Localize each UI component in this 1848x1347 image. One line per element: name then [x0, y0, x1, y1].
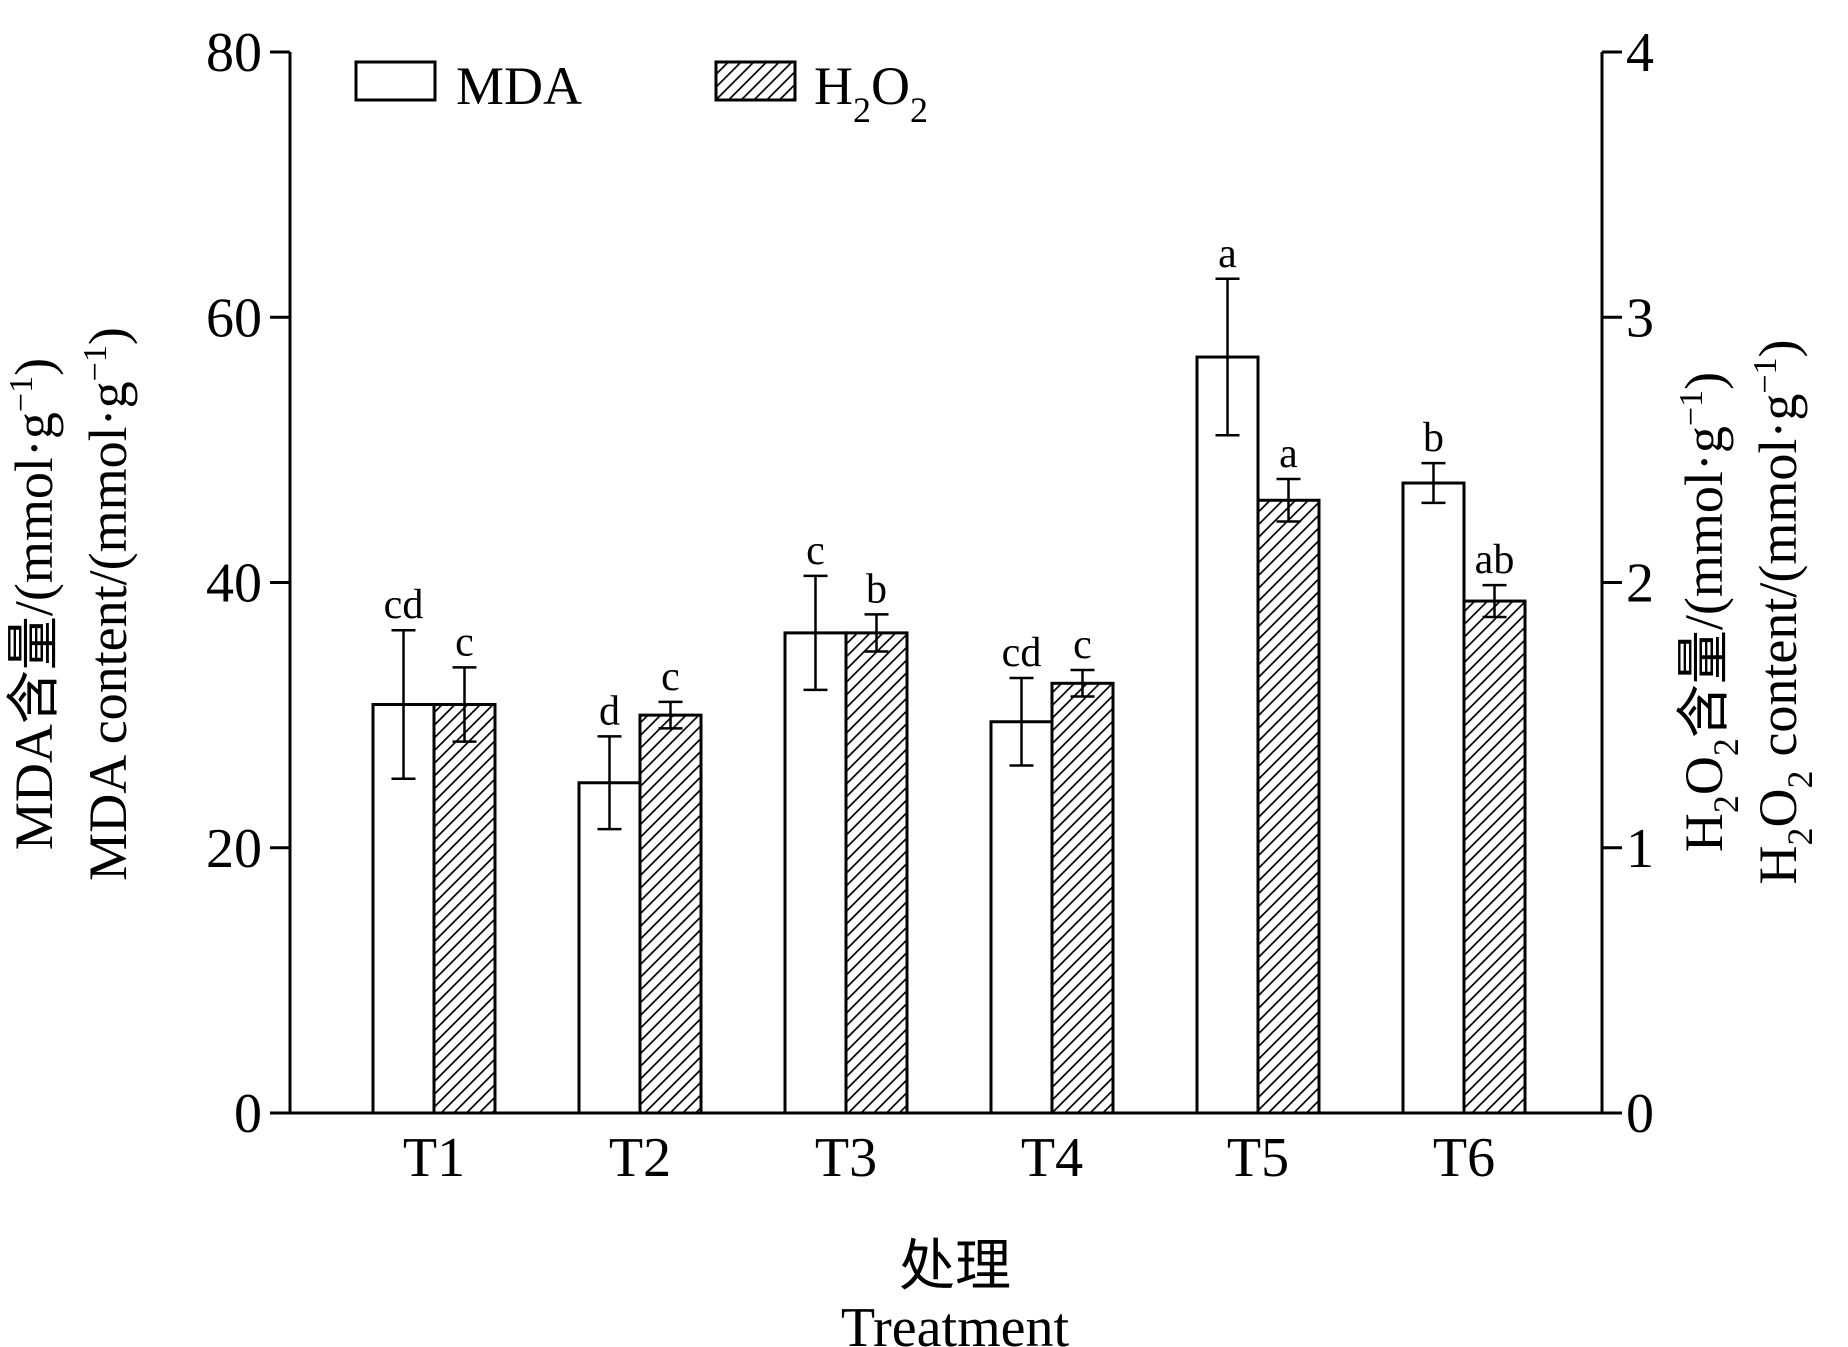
y-left-tick-label: 60: [206, 287, 262, 349]
bar-h2o2: [844, 631, 909, 1115]
y-left-tick-label: 40: [206, 553, 262, 615]
y-left-title-en: MDA content/(mmol·g−1): [77, 327, 138, 881]
x-axis-title-en: Treatment: [841, 1297, 1070, 1347]
sig-letter-mda: b: [1423, 415, 1444, 461]
x-tick-label: T1: [403, 1127, 465, 1189]
sig-letter-h2o2: c: [455, 619, 474, 665]
y-left-ticks: 0 20 40 60 80: [206, 22, 290, 1145]
y-left-tick-label: 0: [234, 1083, 262, 1145]
sig-letter-mda: d: [599, 688, 620, 734]
y-left-title-cn: MDA含量/(mmol·g−1): [3, 358, 64, 850]
bar-mda: [783, 631, 848, 1115]
sig-letter-h2o2: c: [661, 654, 680, 700]
y-right-tick-label: 0: [1626, 1083, 1654, 1145]
sig-letter-mda: c: [806, 528, 825, 574]
y-right-tick-label: 4: [1626, 22, 1654, 84]
y-left-tick-label: 80: [206, 22, 262, 84]
x-tick-label: T4: [1021, 1127, 1083, 1189]
y-right-tick-label: 3: [1626, 287, 1654, 349]
y-left-tick-label: 20: [206, 818, 262, 880]
legend-label-h2o2: H2O2: [814, 56, 928, 130]
bar-mda: [577, 781, 642, 1115]
bar-h2o2: [638, 713, 703, 1115]
legend: MDA H2O2: [354, 56, 928, 130]
x-tick-label: T2: [609, 1127, 671, 1189]
bar-h2o2: [1462, 599, 1527, 1115]
y-right-ticks: 0 1 2 3 4: [1602, 22, 1654, 1145]
x-tick-label: T5: [1227, 1127, 1289, 1189]
legend-swatch-h2o2: [714, 60, 797, 102]
y-right-title-en: H2O2content/(mmol·g−1): [1747, 339, 1820, 884]
bar-mda: [1195, 355, 1260, 1115]
bar-h2o2: [432, 703, 497, 1115]
sig-letter-mda: cd: [1002, 630, 1042, 676]
sig-letter-h2o2: b: [866, 566, 887, 612]
legend-swatch-mda: [354, 60, 437, 102]
y-right-tick-label: 2: [1626, 553, 1654, 615]
sig-letter-h2o2: ab: [1475, 537, 1515, 583]
sig-letter-mda: cd: [384, 582, 424, 628]
sig-letter-mda: a: [1218, 231, 1237, 277]
x-tick-labels: T1 T2 T3 T4 T5 T6: [403, 1127, 1495, 1189]
bar-mda: [989, 720, 1054, 1115]
sig-letter-h2o2: a: [1279, 431, 1298, 477]
bar-h2o2: [1050, 681, 1115, 1115]
sig-letter-h2o2: c: [1073, 622, 1092, 668]
x-tick-label: T6: [1433, 1127, 1495, 1189]
y-right-tick-label: 1: [1626, 818, 1654, 880]
bar-mda: [1401, 481, 1466, 1115]
y-right-title-cn: H2O2含量/(mmol·g−1): [1673, 372, 1746, 852]
x-axis-title-cn: 处理: [899, 1236, 1011, 1298]
legend-label-mda: MDA: [456, 56, 582, 116]
bar-h2o2: [1256, 498, 1321, 1115]
x-tick-label: T3: [815, 1127, 877, 1189]
